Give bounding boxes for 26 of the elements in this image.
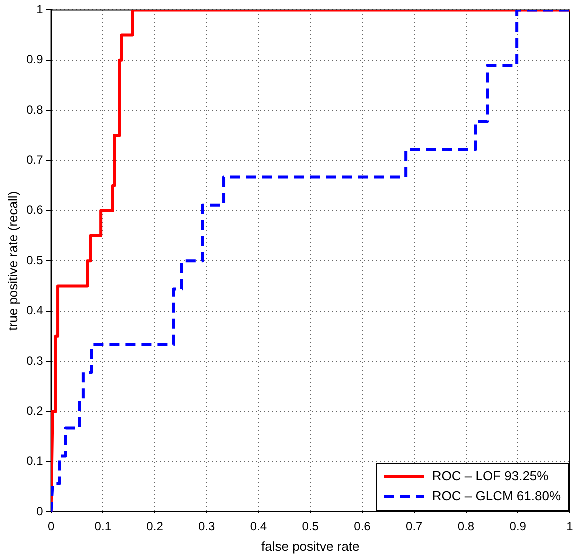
legend-label: ROC – LOF 93.25%	[432, 468, 550, 484]
y-tick-label: 1	[36, 2, 44, 17]
x-tick-label: 0.7	[406, 520, 424, 534]
y-tick-label: 0.8	[26, 102, 44, 117]
legend-label: ROC – GLCM 61.80%	[432, 488, 562, 504]
y-tick-label: 0.7	[26, 153, 44, 168]
y-axis-title: true positive rate (recall)	[5, 191, 20, 331]
y-tick-label: 0.6	[26, 203, 44, 218]
y-tick-label: 0.5	[26, 253, 44, 268]
x-tick-label: 0.6	[354, 520, 372, 534]
x-tick-label: 0.5	[302, 520, 320, 534]
x-tick-label: 0.9	[510, 520, 527, 534]
y-tick-label: 0.9	[26, 52, 44, 67]
x-axis-title: false positve rate	[262, 538, 360, 554]
x-tick-label: 0.3	[198, 520, 216, 534]
y-tick-label: 0.3	[26, 354, 44, 368]
y-tick-label: 0	[36, 504, 44, 518]
x-tick-label: 0	[48, 520, 55, 534]
x-tick-label: 0.1	[94, 520, 112, 534]
x-tick-label: 0.4	[250, 520, 268, 534]
y-tick-label: 0.2	[26, 404, 44, 418]
x-tick-label: 0.8	[458, 520, 475, 534]
x-tick-label: 0.2	[146, 520, 164, 534]
y-tick-label: 0.4	[26, 304, 44, 318]
y-tick-label: 0.1	[26, 454, 44, 468]
x-tick-label: 1	[566, 520, 574, 534]
